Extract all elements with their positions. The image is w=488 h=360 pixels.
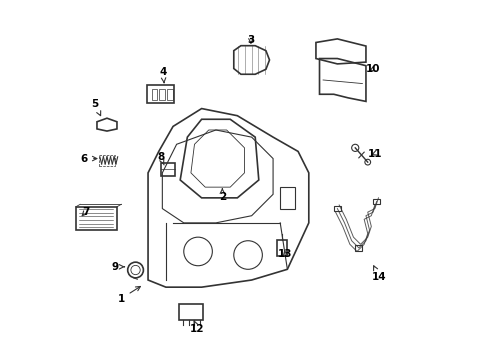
Bar (167, 89, 173, 100)
Text: 14: 14 (371, 266, 386, 282)
Text: 13: 13 (277, 249, 292, 259)
Text: 2: 2 (218, 189, 225, 202)
Bar (280, 187, 294, 208)
Bar (276, 240, 287, 256)
Bar (151, 89, 157, 100)
Text: 9: 9 (111, 262, 124, 272)
Text: 8: 8 (157, 152, 164, 165)
Bar (99, 155, 115, 166)
Text: 5: 5 (91, 99, 101, 116)
Bar (160, 163, 175, 176)
Text: 10: 10 (365, 64, 380, 74)
Bar (372, 199, 380, 204)
Text: 7: 7 (81, 207, 89, 217)
Bar (147, 85, 174, 103)
Text: 6: 6 (81, 154, 97, 163)
Bar (76, 207, 117, 230)
Text: 12: 12 (190, 321, 204, 334)
Bar (179, 304, 203, 320)
Bar (159, 89, 165, 100)
Text: 3: 3 (247, 35, 254, 45)
Text: 1: 1 (118, 287, 140, 303)
Bar (354, 245, 362, 251)
Text: 4: 4 (159, 67, 166, 83)
Text: 11: 11 (367, 149, 381, 158)
Bar (333, 206, 340, 211)
